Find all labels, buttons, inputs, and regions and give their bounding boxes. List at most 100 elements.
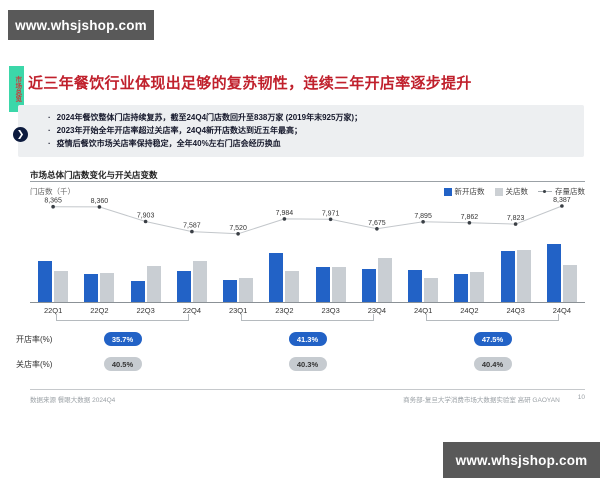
bar-new-opens <box>546 244 561 302</box>
bar-group-24Q2 <box>446 240 492 302</box>
stock-data-label: 8,360 <box>91 198 109 205</box>
bar-new-opens <box>176 271 191 302</box>
stock-data-point <box>51 204 55 209</box>
x-axis-labels: 22Q1 22Q2 22Q3 22Q4 23Q1 23Q2 23Q3 23Q4 24Q1 24Q2… <box>30 306 585 315</box>
year-bracket-2023 <box>241 314 374 321</box>
x-tick-label: 22Q3 <box>136 306 155 315</box>
bar-closures <box>146 265 161 302</box>
data-source-note: 数据来源 餐眼大数据 2024Q4 <box>30 397 116 404</box>
x-tick-label: 23Q4 <box>367 306 387 315</box>
bar-group-22Q2 <box>76 240 122 302</box>
stock-data-point <box>190 229 194 234</box>
close-rate-badge: 40.4% <box>473 357 512 371</box>
bar-group-23Q3 <box>308 240 354 302</box>
stock-line-series: 8,365 8,360 7,903 7,587 7,520 7,984 7,971 7,675… <box>44 197 571 236</box>
bar-chart-plot <box>30 240 585 303</box>
x-tick-label: 23Q1 <box>228 306 248 315</box>
close-rate-badge: 40.3% <box>288 357 327 371</box>
bar-new-opens <box>38 260 53 302</box>
chart-legend: 新开店数 关店数 存量店数 <box>443 186 585 197</box>
open-rate-badge: 47.5% <box>473 332 512 346</box>
chart-section-title: 市场总体门店数变化与开关店变数 <box>30 170 158 180</box>
bar-new-opens <box>408 270 423 302</box>
chevron-right-icon: ❯ <box>13 127 28 142</box>
legend-swatch-gray <box>494 187 503 196</box>
bullet-item: · 2023年开始全年开店率超过关店率，24Q4新开店数达到近五年最高； <box>48 126 303 135</box>
x-tick-label: 24Q3 <box>506 306 525 315</box>
stock-data-point <box>236 232 240 236</box>
bar-new-opens <box>315 267 330 302</box>
close-rate-label: 关店率(%) <box>16 360 53 369</box>
open-rate-label: 开店率(%) <box>16 335 53 344</box>
close-rate-row: 关店率(%) 40.5% 40.3% 40.4% <box>0 357 600 372</box>
x-tick-label: 22Q4 <box>182 306 202 315</box>
stock-data-label: 7,971 <box>322 210 340 217</box>
bar-new-opens <box>361 269 376 302</box>
watermark-bottom: www.whsjshop.com <box>443 442 600 478</box>
stock-data-label: 7,675 <box>368 220 386 227</box>
x-tick-label: 24Q4 <box>552 306 572 315</box>
footer-organization: 商务部-复旦大学消费市场大数据实验室 高研 GAOYAN <box>403 397 560 404</box>
bullet-dot: · <box>48 113 51 122</box>
footer-divider <box>30 389 585 390</box>
bar-group-23Q1 <box>215 240 261 302</box>
stock-data-label: 7,520 <box>229 225 247 232</box>
stock-data-label: 7,895 <box>414 213 432 220</box>
stock-data-label: 8,387 <box>553 197 571 204</box>
stock-data-label: 7,862 <box>461 214 479 221</box>
stock-data-point <box>375 227 379 231</box>
bullet-item: · 疫情后餐饮市场关店率保持稳定，全年40%左右门店会经历换血 <box>48 139 281 148</box>
bar-closures <box>562 264 577 302</box>
year-bracket-2024 <box>426 314 559 321</box>
bar-closures <box>100 273 115 302</box>
legend-swatch-blue <box>443 187 452 196</box>
open-rate-badge: 35.7% <box>103 332 142 346</box>
bar-closures <box>54 271 69 302</box>
bar-group-22Q1 <box>30 240 76 302</box>
bar-new-opens <box>269 253 284 302</box>
bar-group-23Q2 <box>261 240 307 302</box>
key-points-panel: · 2024年餐饮整体门店持续复苏，截至24Q4门店数回升至838万家 (2019… <box>18 105 584 157</box>
x-tick-label: 22Q2 <box>90 306 109 315</box>
year-bracket-2022 <box>56 314 189 321</box>
bullet-dot: · <box>48 126 51 135</box>
bar-closures <box>377 258 392 302</box>
bar-closures <box>285 271 300 302</box>
stock-data-point <box>282 217 287 221</box>
bar-new-opens <box>454 273 469 302</box>
page-title: 近三年餐饮行业体现出足够的复苏韧性，连续三年开店率逐步提升 <box>28 75 472 92</box>
x-tick-label: 23Q2 <box>275 306 294 315</box>
x-tick-label: 22Q1 <box>43 306 63 315</box>
legend-item-closures: 关店数 <box>494 186 528 197</box>
bar-group-24Q4 <box>539 240 585 302</box>
year-group-brackets <box>30 314 585 321</box>
bar-closures <box>192 260 207 302</box>
y-axis-label: 门店数（千） <box>30 187 75 196</box>
x-tick-label: 24Q2 <box>460 306 479 315</box>
bar-new-opens <box>130 281 145 302</box>
bar-group-24Q1 <box>400 240 446 302</box>
stock-data-point <box>467 221 472 225</box>
watermark-top: www.whsjshop.com <box>8 10 154 40</box>
stock-data-label: 7,587 <box>183 223 201 230</box>
stock-data-point <box>97 205 102 209</box>
bar-closures <box>331 266 346 302</box>
bar-closures <box>516 249 531 302</box>
stock-data-point <box>513 222 518 226</box>
bar-group-24Q3 <box>493 240 539 302</box>
stock-data-point <box>143 219 148 224</box>
bar-closures <box>239 277 254 302</box>
section-tab-market-overview[interactable]: 市场总览 <box>9 66 24 112</box>
legend-item-new-opens: 新开店数 <box>443 186 485 197</box>
open-rate-badge: 41.3% <box>288 332 327 346</box>
open-rate-row: 开店率(%) 35.7% 41.3% 47.5% <box>0 332 600 347</box>
bar-group-22Q4 <box>169 240 215 302</box>
bar-new-opens <box>84 273 99 302</box>
bullet-item: · 2024年餐饮整体门店持续复苏，截至24Q4门店数回升至838万家 (2019… <box>48 113 363 122</box>
close-rate-badge: 40.5% <box>103 357 142 371</box>
bullet-dot: · <box>48 139 51 148</box>
stock-data-point <box>421 220 425 224</box>
bar-group-23Q4 <box>354 240 400 302</box>
legend-line-dot-marker <box>538 190 552 193</box>
